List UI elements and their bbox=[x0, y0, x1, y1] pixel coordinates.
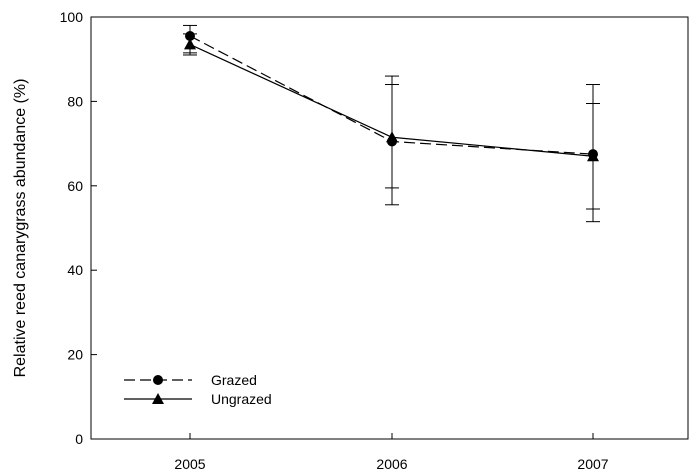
legend-marker-ungrazed bbox=[152, 393, 164, 404]
y-tick-label: 80 bbox=[67, 93, 83, 109]
x-tick-label: 2007 bbox=[577, 456, 608, 472]
legend-label-grazed: Grazed bbox=[211, 372, 257, 388]
legend-marker-grazed bbox=[153, 375, 163, 385]
x-tick-label: 2006 bbox=[376, 456, 407, 472]
data-point-ungrazed bbox=[386, 131, 398, 143]
legend-label-ungrazed: Ungrazed bbox=[211, 391, 272, 407]
x-tick-label: 2005 bbox=[174, 456, 205, 472]
data-point-ungrazed bbox=[184, 38, 196, 50]
legend: Grazed Ungrazed bbox=[124, 372, 272, 407]
x-axis-ticks: 2005 2006 2007 bbox=[174, 433, 609, 472]
y-tick-label: 100 bbox=[60, 9, 84, 25]
y-tick-label: 0 bbox=[75, 431, 83, 447]
y-axis-ticks: 0 20 40 60 80 100 bbox=[60, 9, 97, 447]
y-axis-label: Relative reed canarygrass abundance (%) bbox=[12, 79, 29, 378]
data-point-ungrazed bbox=[587, 150, 599, 162]
plot-frame bbox=[90, 16, 689, 440]
y-tick-label: 20 bbox=[67, 347, 83, 363]
data-point-grazed bbox=[185, 30, 195, 41]
y-tick-label: 60 bbox=[67, 178, 83, 194]
error-bars bbox=[183, 24, 600, 223]
y-tick-label: 40 bbox=[67, 262, 83, 278]
data-markers bbox=[184, 30, 599, 162]
